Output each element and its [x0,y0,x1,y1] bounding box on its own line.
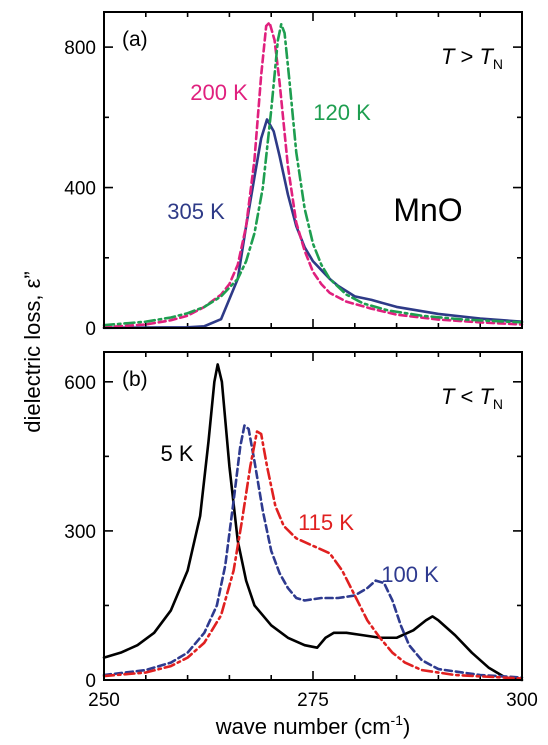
panel-b-xtick-label: 250 [88,690,120,711]
panel-b-xtick-label: 300 [506,690,538,711]
panel-b-ytick-label: 600 [64,373,96,394]
series-label-100k: 100 K [381,562,439,587]
series-label-115k: 115 K [298,510,354,535]
material-label: MnO [393,192,462,228]
panel-b-label: (b) [122,368,148,391]
panel-b-frame [103,351,523,681]
panel-b-series-5k [102,363,524,682]
y-axis-label: dielectric loss, ε” [20,271,45,432]
panel-b-ytick-label: 0 [85,671,96,692]
panel-b: 0 300 600 250 275 300 (b) T < TN 5 K 115 K 10… [64,351,538,711]
series-label-305k: 305 K [167,199,225,224]
panel-b-condition: T < TN [441,384,503,412]
panel-a-series-120k [102,22,524,327]
series-label-120k: 120 K [313,100,371,125]
series-label-200k: 200 K [190,80,248,105]
x-axis-label: wave number (cm-1) [215,712,411,739]
panel-a-ytick-label: 0 [85,319,96,340]
panel-a-ytick-label: 800 [64,38,96,59]
panel-a-frame [103,11,523,329]
panel-a-label: (a) [122,28,148,51]
panel-a-condition: T > TN [441,44,503,72]
panel-b-ytick-label: 300 [64,522,96,543]
panel-a-ytick-label: 400 [64,179,96,200]
panel-b-xtick-label: 275 [297,690,329,711]
panel-a-curves [102,21,524,330]
panel-b-series-100k [102,424,524,679]
panel-a: 0 400 800 (a) T > TN MnO 200 K 120 K 305 K [64,11,524,340]
panel-b-series-115k [102,430,524,680]
series-label-5k: 5 K [160,441,193,466]
panel-b-curves [102,363,524,682]
